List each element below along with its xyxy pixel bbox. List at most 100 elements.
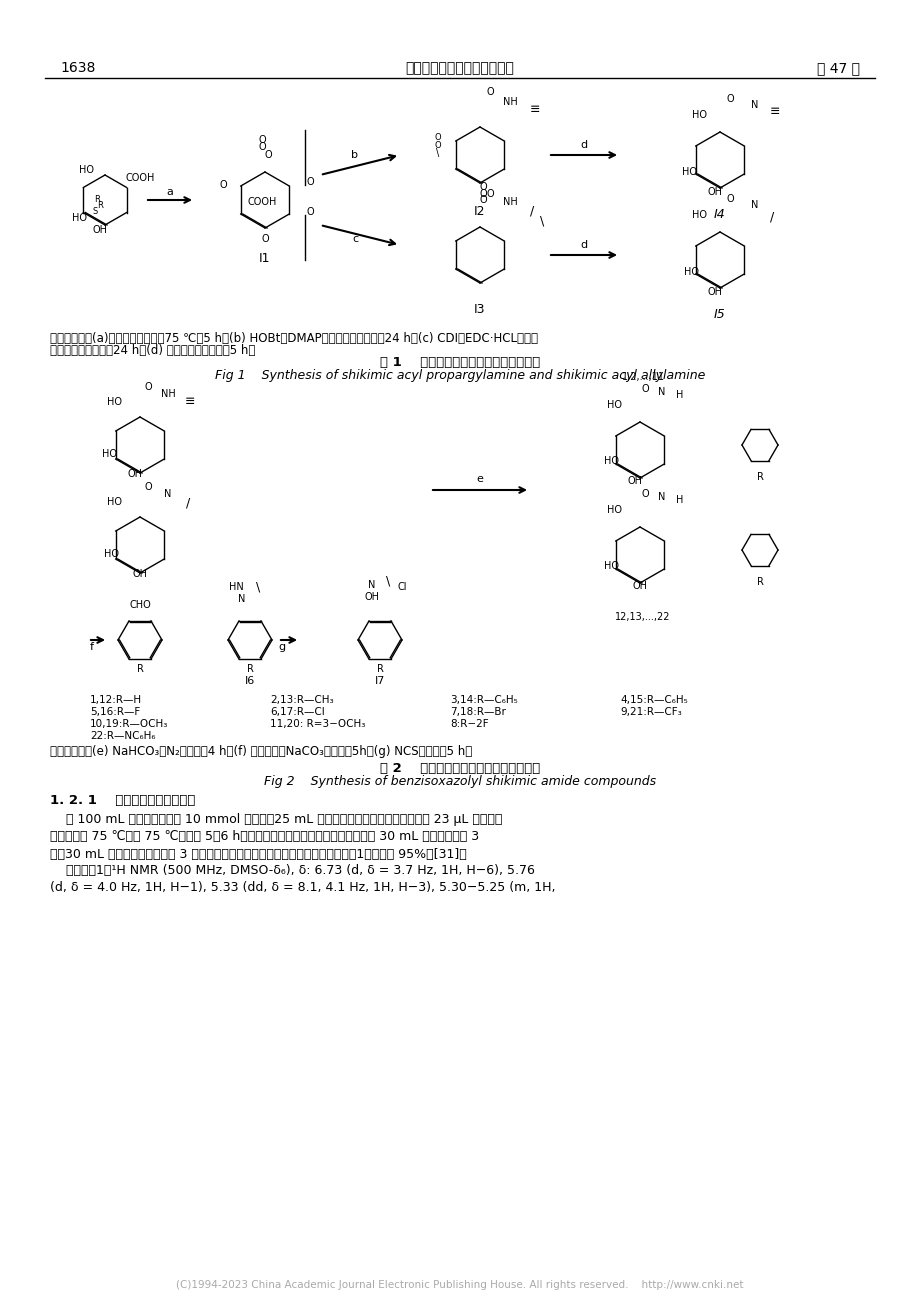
Text: \: \ <box>255 579 260 592</box>
Text: HO: HO <box>79 165 95 174</box>
Text: 在 100 mL 反应瓶中，加入 10 mmol 莎草酸，25 mL 乙酸酂溶液，室温搖拌条件下加入 23 μL 浓硫酸。: 在 100 mL 反应瓶中，加入 10 mmol 莎草酸，25 mL 乙酸酂溶液… <box>50 814 502 827</box>
Text: c: c <box>352 234 357 243</box>
Text: 12,13,...,22: 12,13,...,22 <box>615 612 670 622</box>
Text: 8:R−2F: 8:R−2F <box>449 719 488 729</box>
Text: 5,16:R—F: 5,16:R—F <box>90 707 140 717</box>
Text: 图 2    苯异嘎唠基莎草酰胺化合物的合成: 图 2 苯异嘎唠基莎草酰胺化合物的合成 <box>380 762 539 775</box>
Text: 试剂与条件：(e) NaHCO₃，N₂，室温，4 h；(f) 盐酸终胺，NaCO₃，室温，5h；(g) NCS，室温，5 h。: 试剂与条件：(e) NaHCO₃，N₂，室温，4 h；(f) 盐酸终胺，NaCO… <box>50 746 471 759</box>
Text: 反应升温至 75 ℃，在 75 ℃下搖拌 5～6 h。薄层色谱检测反应完成后降至室温。用 30 mL 二氯甲烷提取 3: 反应升温至 75 ℃，在 75 ℃下搖拌 5～6 h。薄层色谱检测反应完成后降至… <box>50 831 479 844</box>
Text: 6,17:R—Cl: 6,17:R—Cl <box>269 707 324 717</box>
Text: 11,20: R=3−OCH₃: 11,20: R=3−OCH₃ <box>269 719 365 729</box>
Text: 1,12:R—H: 1,12:R—H <box>90 695 142 704</box>
Text: 次，30 mL 饱和食盐水溶液洗涂 3 次，无水硫酸鈢干燥，减压蒸发备用。得化合物＿1（产率约 95%）[31]。: 次，30 mL 饱和食盐水溶液洗涂 3 次，无水硫酸鈢干燥，减压蒸发备用。得化合… <box>50 848 466 861</box>
Text: COOH: COOH <box>247 197 277 207</box>
Text: 22:R—NC₆H₆: 22:R—NC₆H₆ <box>90 730 155 741</box>
Text: HO: HO <box>692 109 707 120</box>
Text: HO: HO <box>108 497 122 506</box>
Text: I4: I4 <box>713 208 725 221</box>
Text: O: O <box>144 381 152 392</box>
Text: d: d <box>580 240 587 250</box>
Text: R: R <box>246 664 253 674</box>
Text: O: O <box>485 189 494 199</box>
Text: 1. 2. 1    莎草酸妆／烯丙胺合成: 1. 2. 1 莎草酸妆／烯丙胺合成 <box>50 793 195 806</box>
Text: 图 1    莎草酸妆丙胺和莎草酸酰丙胺合成: 图 1 莎草酸妆丙胺和莎草酸酰丙胺合成 <box>380 355 539 368</box>
Text: O: O <box>725 194 733 204</box>
Text: OH: OH <box>707 187 721 197</box>
Text: OH: OH <box>132 569 147 579</box>
Text: R: R <box>136 664 143 674</box>
Text: /: / <box>186 497 190 510</box>
Text: O: O <box>219 180 227 190</box>
Text: HO: HO <box>105 549 119 559</box>
Text: HO: HO <box>684 267 698 277</box>
Text: N: N <box>751 100 758 109</box>
Text: HO: HO <box>604 561 618 572</box>
Text: H: H <box>675 391 683 400</box>
Text: /: / <box>769 210 773 223</box>
Text: O: O <box>258 142 266 152</box>
Text: I1: I1 <box>259 251 270 264</box>
Text: S: S <box>92 207 97 216</box>
Text: HO: HO <box>73 214 87 223</box>
Text: O: O <box>479 195 486 204</box>
Text: 1,2,...,11: 1,2,...,11 <box>621 372 664 381</box>
Text: Fig 1    Synthesis of shikimic acyl propargylamine and shikimic acyl allylamine: Fig 1 Synthesis of shikimic acyl proparg… <box>214 368 705 381</box>
Text: O: O <box>479 189 486 199</box>
Text: O: O <box>485 87 494 98</box>
Text: COOH: COOH <box>125 173 154 184</box>
Text: 9,21:R—CF₃: 9,21:R—CF₃ <box>619 707 681 717</box>
Text: Fig 2    Synthesis of benzisoxazolyl shikimic amide compounds: Fig 2 Synthesis of benzisoxazolyl shikim… <box>264 775 655 788</box>
Text: N: N <box>165 490 172 499</box>
Text: 2,13:R—CH₃: 2,13:R—CH₃ <box>269 695 334 704</box>
Text: HO: HO <box>607 505 622 516</box>
Text: N: N <box>238 594 245 604</box>
Text: HN: HN <box>229 582 244 592</box>
Text: d: d <box>580 141 587 150</box>
Text: NH: NH <box>502 197 516 207</box>
Text: HO: HO <box>692 210 707 220</box>
Text: OH: OH <box>364 592 380 602</box>
Text: NH: NH <box>161 389 176 398</box>
Text: HO: HO <box>682 167 697 177</box>
Text: N: N <box>368 579 375 590</box>
Text: \: \ <box>436 148 439 158</box>
Text: R: R <box>755 577 763 587</box>
Text: (C)1994-2023 China Academic Journal Electronic Publishing House. All rights rese: (C)1994-2023 China Academic Journal Elec… <box>176 1280 743 1290</box>
Text: 10,19:R—OCH₃: 10,19:R—OCH₃ <box>90 719 168 729</box>
Text: O: O <box>144 482 152 492</box>
Text: 第 47 卷: 第 47 卷 <box>816 61 859 76</box>
Text: \: \ <box>539 215 543 228</box>
Text: O: O <box>264 150 271 160</box>
Text: 试剂与条件：(a)乙酸酂，浓硫酸，75 ℃，5 h；(b) HOBt，DMAP，儆丙基胺，室温，24 h；(c) CDI，EDC·HCL，烯丙: 试剂与条件：(a)乙酸酂，浓硫酸，75 ℃，5 h；(b) HOBt，DMAP，… <box>50 332 538 345</box>
Text: O: O <box>306 177 313 187</box>
Text: R: R <box>755 473 763 482</box>
Text: \: \ <box>385 575 390 589</box>
Text: O: O <box>641 490 648 499</box>
Text: f: f <box>90 642 94 652</box>
Text: 7,18:R—Br: 7,18:R—Br <box>449 707 505 717</box>
Text: R: R <box>376 664 383 674</box>
Text: R: R <box>97 201 103 210</box>
Text: O: O <box>258 135 266 145</box>
Text: O: O <box>306 207 313 217</box>
Text: ≡: ≡ <box>185 395 195 408</box>
Text: 4,15:R—C₆H₅: 4,15:R—C₆H₅ <box>619 695 687 704</box>
Text: O: O <box>725 94 733 104</box>
Text: OH: OH <box>93 225 108 234</box>
Text: ≡: ≡ <box>769 105 779 118</box>
Text: O: O <box>641 384 648 395</box>
Text: CHO: CHO <box>129 600 151 611</box>
Text: OH: OH <box>128 469 142 479</box>
Text: 3,14:R—C₆H₅: 3,14:R—C₆H₅ <box>449 695 517 704</box>
Text: N: N <box>658 492 665 503</box>
Text: ≡: ≡ <box>529 103 539 116</box>
Text: O: O <box>434 133 441 142</box>
Text: HO: HO <box>607 400 622 410</box>
Text: I2: I2 <box>473 204 485 217</box>
Text: HO: HO <box>108 397 122 408</box>
Text: OH: OH <box>632 581 647 591</box>
Text: N: N <box>658 387 665 397</box>
Text: OH: OH <box>627 477 641 486</box>
Text: e: e <box>476 474 482 484</box>
Text: HO: HO <box>102 449 118 460</box>
